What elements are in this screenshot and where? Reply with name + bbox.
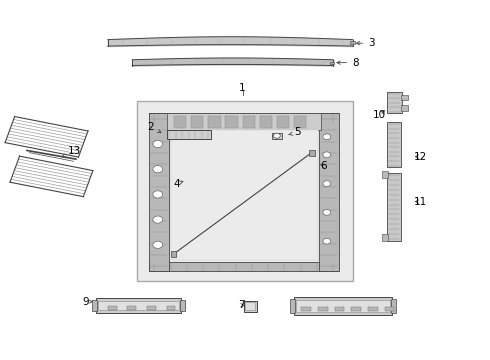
Circle shape — [153, 140, 163, 148]
Bar — [335, 307, 344, 311]
Bar — [272, 133, 282, 139]
Bar — [301, 307, 311, 311]
Bar — [387, 173, 401, 241]
Circle shape — [323, 238, 331, 244]
Bar — [277, 116, 289, 128]
Bar — [350, 41, 355, 44]
Text: 7: 7 — [238, 300, 245, 310]
Text: 6: 6 — [320, 161, 327, 171]
Bar — [171, 130, 318, 260]
Bar — [149, 262, 338, 271]
Circle shape — [153, 191, 163, 198]
Bar — [127, 306, 136, 310]
Circle shape — [153, 166, 163, 173]
Bar — [174, 116, 186, 128]
Bar — [260, 116, 272, 128]
Text: 4: 4 — [173, 179, 183, 189]
Bar — [244, 301, 257, 312]
Bar — [296, 300, 390, 312]
Bar — [401, 105, 408, 111]
Bar — [180, 300, 185, 311]
Circle shape — [323, 152, 331, 158]
Bar — [387, 122, 401, 167]
Circle shape — [153, 241, 163, 248]
Bar — [98, 301, 179, 310]
Text: 3: 3 — [357, 38, 375, 48]
Bar — [92, 300, 97, 311]
Text: 10: 10 — [373, 110, 386, 120]
Bar — [167, 306, 175, 310]
Text: 2: 2 — [147, 122, 161, 133]
Text: 9: 9 — [82, 297, 92, 307]
Bar — [330, 62, 334, 64]
Bar — [108, 306, 117, 310]
Bar — [382, 234, 388, 241]
Bar — [387, 92, 402, 113]
Bar — [243, 116, 255, 128]
Circle shape — [323, 181, 331, 186]
Circle shape — [153, 216, 163, 223]
Bar — [290, 299, 295, 313]
Bar — [149, 113, 169, 271]
Circle shape — [323, 210, 331, 215]
Bar — [137, 101, 353, 281]
Text: 12: 12 — [414, 152, 427, 162]
Text: 1: 1 — [239, 83, 246, 93]
Bar — [208, 116, 220, 128]
Bar — [147, 306, 156, 310]
Bar — [391, 299, 396, 313]
Text: 8: 8 — [337, 58, 359, 68]
Bar — [309, 150, 315, 156]
Bar — [401, 95, 408, 100]
Bar — [294, 297, 392, 315]
Bar — [225, 116, 238, 128]
Bar — [318, 307, 328, 311]
Bar — [385, 307, 394, 311]
Bar — [245, 302, 255, 310]
Text: 11: 11 — [414, 197, 427, 207]
Bar — [171, 251, 176, 257]
Bar — [96, 298, 181, 313]
Bar — [382, 171, 388, 178]
Bar — [368, 307, 378, 311]
Circle shape — [323, 134, 331, 140]
Bar — [167, 113, 321, 130]
Bar — [319, 113, 339, 271]
Bar — [191, 116, 203, 128]
Bar — [351, 307, 361, 311]
Circle shape — [273, 133, 280, 138]
Bar — [167, 130, 211, 139]
Text: 5: 5 — [289, 127, 301, 138]
Bar — [294, 116, 306, 128]
Bar — [149, 113, 338, 124]
Text: 13: 13 — [62, 146, 81, 157]
